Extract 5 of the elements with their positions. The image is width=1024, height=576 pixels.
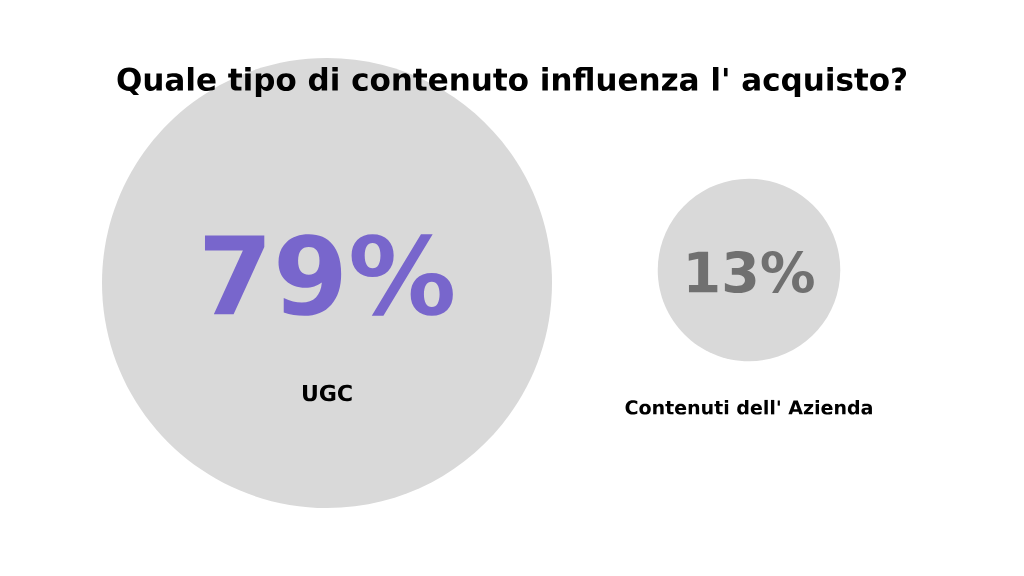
data-label: 79% [204,234,453,316]
category-label: UGC [303,384,352,402]
text: Quale tipo di contenuto influenza l' acquisto? [117,66,907,97]
data-label: 13% [688,250,814,294]
category-label: Contenuti dell' Azienda [625,399,872,415]
